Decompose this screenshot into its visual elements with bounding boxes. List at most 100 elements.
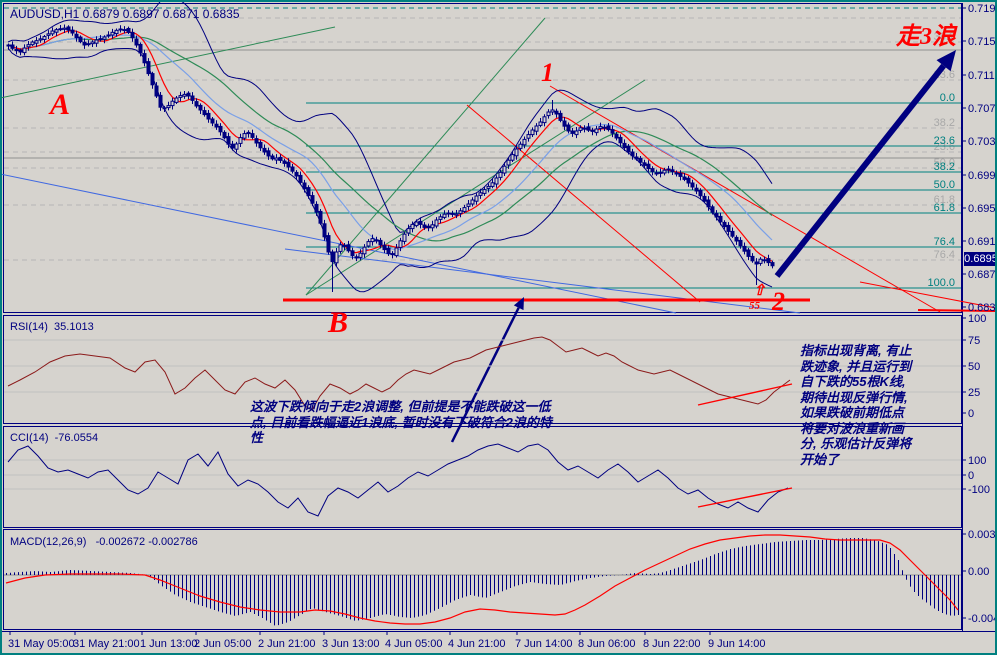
candle: [678, 172, 683, 177]
trend-line[interactable]: [305, 79, 646, 296]
candle: [402, 233, 407, 242]
candle: [130, 31, 135, 39]
candle: [62, 27, 67, 30]
candle: [762, 259, 767, 262]
trend-arrow-big-head[interactable]: [936, 50, 956, 72]
candle: [146, 61, 151, 75]
candle: [406, 228, 411, 234]
candle: [730, 230, 735, 237]
candle: [82, 41, 87, 46]
candle: [194, 101, 199, 107]
macd-scale-label: 0.00324: [968, 529, 995, 541]
ma-red-line: [7, 29, 773, 262]
candle: [294, 171, 299, 177]
fib-gray-label: 50.0: [934, 157, 955, 169]
candle: [98, 38, 103, 41]
candle: [734, 236, 739, 242]
candle: [602, 126, 607, 129]
candle: [338, 244, 343, 252]
price-scale-label: 0.6995: [968, 170, 995, 182]
time-label: 3 Jun 13:00: [322, 638, 380, 650]
candle: [538, 121, 543, 126]
chart-annotation-1[interactable]: 1: [541, 58, 554, 87]
candle: [106, 34, 111, 37]
candle: [54, 29, 59, 33]
fib-teal-label: 50.0: [934, 179, 955, 191]
trend-line[interactable]: [284, 248, 801, 314]
rsi-line: [7, 336, 791, 411]
support-line-right[interactable]: [917, 309, 995, 312]
trend-line[interactable]: [859, 281, 995, 309]
candle: [754, 261, 759, 265]
candle: [666, 168, 671, 171]
trend-line[interactable]: [466, 104, 701, 303]
chart-annotation-A[interactable]: A: [50, 88, 71, 121]
candle: [490, 182, 495, 187]
trend-line[interactable]: [2, 173, 677, 314]
candle: [446, 212, 451, 215]
macd-name: MACD(12,26,9): [10, 536, 87, 548]
chart-annotation-走3浪[interactable]: 走3浪: [896, 24, 956, 50]
trend-line[interactable]: [549, 85, 941, 313]
candle: [286, 161, 291, 168]
candle: [530, 129, 535, 136]
candle: [254, 138, 259, 144]
macd-scale-label: -0.00413: [968, 613, 995, 625]
chart-annotation-⇧[interactable]: ⇧: [753, 283, 766, 299]
trend-line[interactable]: [305, 17, 546, 296]
candle: [358, 252, 363, 258]
trend-line[interactable]: [2, 26, 336, 99]
main-plot-frame[interactable]: [3, 3, 962, 313]
candle: [234, 143, 239, 150]
trend-arrow-big[interactable]: [774, 63, 946, 278]
candle: [514, 148, 519, 157]
time-label: 4 Jun 05:00: [385, 638, 443, 650]
candle: [470, 199, 475, 205]
chart-annotation-55[interactable]: 55: [749, 300, 760, 312]
cci-name: CCI(14): [10, 432, 49, 444]
candle: [450, 212, 455, 215]
chart-annotation-2[interactable]: 2: [772, 287, 785, 316]
chart-annotation-B[interactable]: B: [328, 306, 349, 339]
time-label: 1 Jun 13:00: [140, 638, 198, 650]
candle: [70, 29, 75, 34]
candle: [258, 141, 263, 149]
rsi-plot-frame[interactable]: [3, 315, 962, 424]
analysis-note-right[interactable]: 指标出现背离, 有止 跌迹象, 并且运行到 自下跌的55根K线, 期待出现反弹行情, 如…: [800, 343, 912, 467]
candle: [702, 195, 707, 202]
candle: [110, 31, 115, 36]
macd-plot-frame[interactable]: [3, 529, 962, 630]
candle: [506, 159, 511, 166]
fib-teal-label: 61.8: [934, 202, 955, 214]
rsi-scale-label: 50: [968, 361, 980, 373]
candle: [158, 94, 163, 108]
candle: [166, 105, 171, 109]
price-scale-label: 0.7075: [968, 103, 995, 115]
candle: [298, 174, 303, 183]
candle: [310, 195, 315, 204]
candle: [542, 116, 547, 124]
trend-arrow-small[interactable]: [450, 307, 520, 443]
trend-arrow-small-head[interactable]: [513, 297, 524, 311]
candle: [594, 128, 599, 134]
analysis-note-left[interactable]: 这波下跌倾向于走2浪调整, 但前提是不能跌破这一低 点, 目前看跌幅逼近1浪底, …: [250, 399, 552, 445]
candle: [78, 36, 83, 43]
fib-gray-label: 38.2: [934, 117, 955, 129]
candle: [386, 247, 391, 255]
time-label: 2 Jun 05:00: [194, 638, 252, 650]
candle: [318, 210, 323, 224]
candle: [582, 127, 587, 130]
candle: [350, 250, 355, 257]
cci-divergence-line[interactable]: [697, 487, 793, 508]
candle: [474, 195, 479, 202]
candle: [658, 171, 663, 174]
cci-line: [7, 443, 789, 517]
rsi-divergence-line[interactable]: [697, 383, 793, 406]
rsi-scale-label: 75: [968, 335, 980, 347]
candle: [550, 109, 555, 113]
candle: [118, 28, 123, 31]
cci-plot-frame[interactable]: [3, 426, 962, 528]
candle: [42, 36, 47, 40]
price-scale-label: 0.7035: [968, 136, 995, 148]
